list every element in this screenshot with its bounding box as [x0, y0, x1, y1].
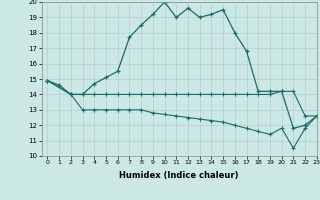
X-axis label: Humidex (Indice chaleur): Humidex (Indice chaleur)	[119, 171, 239, 180]
